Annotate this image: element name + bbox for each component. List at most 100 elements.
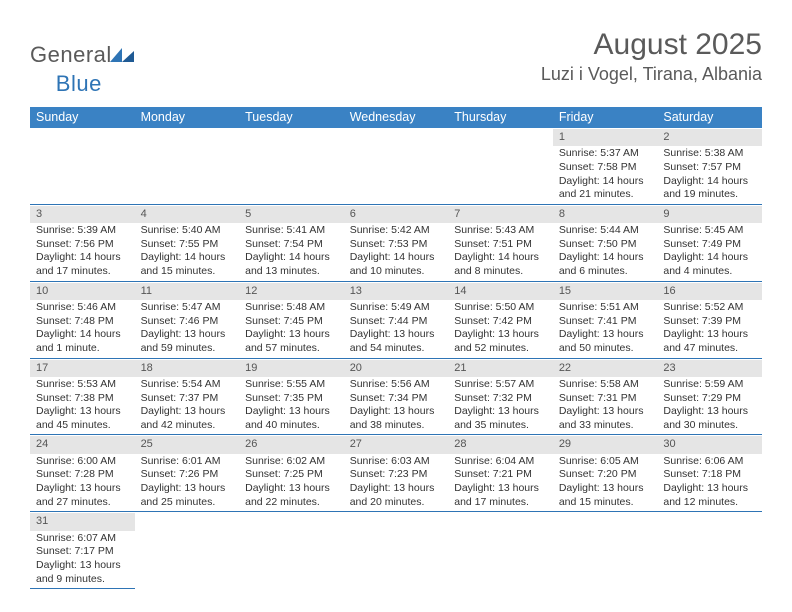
sunrise-line: Sunrise: 5:42 AM (350, 224, 443, 238)
day-number: 12 (239, 282, 344, 300)
calendar-day-cell: 21Sunrise: 5:57 AMSunset: 7:32 PMDayligh… (448, 358, 553, 435)
sunset-line: Sunset: 7:51 PM (454, 238, 547, 252)
day-details: Sunrise: 6:06 AMSunset: 7:18 PMDaylight:… (657, 454, 762, 512)
day-details: Sunrise: 5:39 AMSunset: 7:56 PMDaylight:… (30, 223, 135, 281)
day-details: Sunrise: 5:52 AMSunset: 7:39 PMDaylight:… (657, 300, 762, 358)
daylight-line: Daylight: 13 hours and 40 minutes. (245, 405, 338, 432)
sunset-line: Sunset: 7:17 PM (36, 545, 129, 559)
calendar-day-cell: 31Sunrise: 6:07 AMSunset: 7:17 PMDayligh… (30, 512, 135, 589)
weekday-header: Monday (135, 107, 240, 128)
day-details: Sunrise: 5:51 AMSunset: 7:41 PMDaylight:… (553, 300, 658, 358)
daylight-line: Daylight: 13 hours and 22 minutes. (245, 482, 338, 509)
sunset-line: Sunset: 7:20 PM (559, 468, 652, 482)
brand-part2: Blue (56, 71, 102, 97)
day-details: Sunrise: 6:07 AMSunset: 7:17 PMDaylight:… (30, 531, 135, 589)
sunrise-line: Sunrise: 5:58 AM (559, 378, 652, 392)
calendar-day-cell: 27Sunrise: 6:03 AMSunset: 7:23 PMDayligh… (344, 435, 449, 512)
day-number: 20 (344, 359, 449, 377)
daylight-line: Daylight: 13 hours and 17 minutes. (454, 482, 547, 509)
daylight-line: Daylight: 14 hours and 8 minutes. (454, 251, 547, 278)
calendar-day-cell: 4Sunrise: 5:40 AMSunset: 7:55 PMDaylight… (135, 204, 240, 281)
sunset-line: Sunset: 7:25 PM (245, 468, 338, 482)
sunrise-line: Sunrise: 6:07 AM (36, 532, 129, 546)
daylight-line: Daylight: 13 hours and 25 minutes. (141, 482, 234, 509)
day-details: Sunrise: 5:44 AMSunset: 7:50 PMDaylight:… (553, 223, 658, 281)
sunset-line: Sunset: 7:42 PM (454, 315, 547, 329)
weekday-header: Wednesday (344, 107, 449, 128)
calendar-day-cell: 28Sunrise: 6:04 AMSunset: 7:21 PMDayligh… (448, 435, 553, 512)
weekday-header: Tuesday (239, 107, 344, 128)
sunset-line: Sunset: 7:46 PM (141, 315, 234, 329)
sunrise-line: Sunrise: 5:53 AM (36, 378, 129, 392)
day-details: Sunrise: 5:53 AMSunset: 7:38 PMDaylight:… (30, 377, 135, 435)
calendar-day-cell: 15Sunrise: 5:51 AMSunset: 7:41 PMDayligh… (553, 281, 658, 358)
daylight-line: Daylight: 13 hours and 20 minutes. (350, 482, 443, 509)
day-number: 1 (553, 128, 658, 146)
sunset-line: Sunset: 7:32 PM (454, 392, 547, 406)
sunrise-line: Sunrise: 5:44 AM (559, 224, 652, 238)
calendar-day-cell: 6Sunrise: 5:42 AMSunset: 7:53 PMDaylight… (344, 204, 449, 281)
calendar-empty-cell (448, 128, 553, 204)
title-block: August 2025 Luzi i Vogel, Tirana, Albani… (541, 28, 762, 85)
daylight-line: Daylight: 14 hours and 6 minutes. (559, 251, 652, 278)
sunset-line: Sunset: 7:31 PM (559, 392, 652, 406)
sunrise-line: Sunrise: 5:55 AM (245, 378, 338, 392)
sunset-line: Sunset: 7:55 PM (141, 238, 234, 252)
sunset-line: Sunset: 7:37 PM (141, 392, 234, 406)
day-details: Sunrise: 5:50 AMSunset: 7:42 PMDaylight:… (448, 300, 553, 358)
sunrise-line: Sunrise: 5:40 AM (141, 224, 234, 238)
sunset-line: Sunset: 7:57 PM (663, 161, 756, 175)
day-details: Sunrise: 5:38 AMSunset: 7:57 PMDaylight:… (657, 146, 762, 204)
day-number: 7 (448, 205, 553, 223)
sunset-line: Sunset: 7:54 PM (245, 238, 338, 252)
daylight-line: Daylight: 13 hours and 52 minutes. (454, 328, 547, 355)
day-number: 30 (657, 435, 762, 453)
day-number: 3 (30, 205, 135, 223)
day-details: Sunrise: 5:37 AMSunset: 7:58 PMDaylight:… (553, 146, 658, 204)
calendar-empty-cell (239, 128, 344, 204)
calendar-week-row: 17Sunrise: 5:53 AMSunset: 7:38 PMDayligh… (30, 358, 762, 435)
weekday-header: Saturday (657, 107, 762, 128)
sunset-line: Sunset: 7:49 PM (663, 238, 756, 252)
flag-icon (114, 46, 138, 62)
sunrise-line: Sunrise: 6:06 AM (663, 455, 756, 469)
sunrise-line: Sunrise: 5:45 AM (663, 224, 756, 238)
day-details: Sunrise: 5:48 AMSunset: 7:45 PMDaylight:… (239, 300, 344, 358)
calendar-week-row: 3Sunrise: 5:39 AMSunset: 7:56 PMDaylight… (30, 204, 762, 281)
sunset-line: Sunset: 7:23 PM (350, 468, 443, 482)
calendar-day-cell: 13Sunrise: 5:49 AMSunset: 7:44 PMDayligh… (344, 281, 449, 358)
calendar-empty-cell (344, 512, 449, 589)
day-number: 23 (657, 359, 762, 377)
day-details: Sunrise: 6:00 AMSunset: 7:28 PMDaylight:… (30, 454, 135, 512)
day-details: Sunrise: 6:02 AMSunset: 7:25 PMDaylight:… (239, 454, 344, 512)
sunrise-line: Sunrise: 6:04 AM (454, 455, 547, 469)
day-number: 22 (553, 359, 658, 377)
sunset-line: Sunset: 7:18 PM (663, 468, 756, 482)
day-number: 5 (239, 205, 344, 223)
sunset-line: Sunset: 7:41 PM (559, 315, 652, 329)
calendar-day-cell: 2Sunrise: 5:38 AMSunset: 7:57 PMDaylight… (657, 128, 762, 204)
daylight-line: Daylight: 13 hours and 47 minutes. (663, 328, 756, 355)
sunrise-line: Sunrise: 5:59 AM (663, 378, 756, 392)
day-details: Sunrise: 5:41 AMSunset: 7:54 PMDaylight:… (239, 223, 344, 281)
day-details: Sunrise: 5:47 AMSunset: 7:46 PMDaylight:… (135, 300, 240, 358)
daylight-line: Daylight: 13 hours and 50 minutes. (559, 328, 652, 355)
sunrise-line: Sunrise: 6:05 AM (559, 455, 652, 469)
calendar-week-row: 10Sunrise: 5:46 AMSunset: 7:48 PMDayligh… (30, 281, 762, 358)
calendar-day-cell: 11Sunrise: 5:47 AMSunset: 7:46 PMDayligh… (135, 281, 240, 358)
day-number: 11 (135, 282, 240, 300)
sunset-line: Sunset: 7:35 PM (245, 392, 338, 406)
day-number: 17 (30, 359, 135, 377)
daylight-line: Daylight: 14 hours and 19 minutes. (663, 175, 756, 202)
sunset-line: Sunset: 7:29 PM (663, 392, 756, 406)
day-details: Sunrise: 6:01 AMSunset: 7:26 PMDaylight:… (135, 454, 240, 512)
daylight-line: Daylight: 13 hours and 57 minutes. (245, 328, 338, 355)
day-details: Sunrise: 5:54 AMSunset: 7:37 PMDaylight:… (135, 377, 240, 435)
day-details: Sunrise: 5:55 AMSunset: 7:35 PMDaylight:… (239, 377, 344, 435)
sunrise-line: Sunrise: 5:47 AM (141, 301, 234, 315)
sunrise-line: Sunrise: 5:46 AM (36, 301, 129, 315)
day-details: Sunrise: 5:42 AMSunset: 7:53 PMDaylight:… (344, 223, 449, 281)
sunset-line: Sunset: 7:50 PM (559, 238, 652, 252)
sunrise-line: Sunrise: 5:38 AM (663, 147, 756, 161)
day-details: Sunrise: 5:56 AMSunset: 7:34 PMDaylight:… (344, 377, 449, 435)
